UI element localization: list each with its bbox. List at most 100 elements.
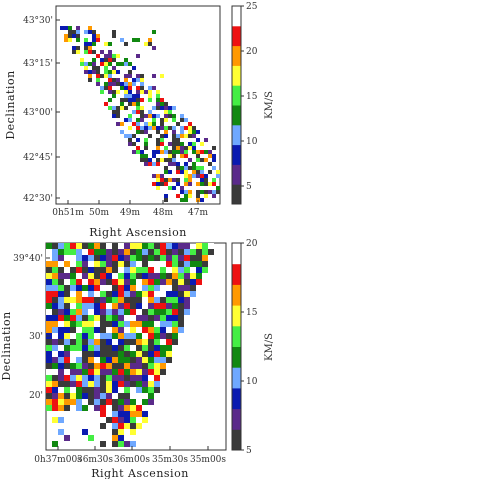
pixel <box>172 333 178 339</box>
pixel <box>82 429 88 435</box>
pixel <box>130 399 136 405</box>
pixel <box>188 142 192 146</box>
pixel <box>180 190 184 194</box>
pixel <box>130 321 136 327</box>
pixel <box>94 315 100 321</box>
pixel <box>58 255 64 261</box>
pixel <box>152 154 156 158</box>
pixel <box>82 279 88 285</box>
pixel <box>166 333 172 339</box>
pixel <box>80 62 84 66</box>
pixel <box>52 291 58 297</box>
pixel <box>176 194 180 198</box>
pixel <box>166 297 172 303</box>
pixel <box>180 198 184 202</box>
pixel <box>172 106 176 110</box>
pixel <box>184 273 190 279</box>
colorbar-frame <box>231 5 242 205</box>
pixel <box>112 369 118 375</box>
pixel <box>156 106 160 110</box>
pixel <box>136 78 140 82</box>
pixel <box>52 303 58 309</box>
colorbar-tick-label: 10 <box>246 377 258 387</box>
pixel <box>140 98 144 102</box>
pixel <box>130 279 136 285</box>
pixel <box>208 170 212 174</box>
pixel <box>132 122 136 126</box>
pixel <box>46 369 52 375</box>
pixel <box>70 243 76 249</box>
pixel <box>88 279 94 285</box>
pixel <box>100 261 106 267</box>
pixel <box>130 363 136 369</box>
pixel <box>120 82 124 86</box>
pixel <box>200 154 204 158</box>
pixel <box>64 285 70 291</box>
pixel <box>106 255 112 261</box>
pixel <box>94 387 100 393</box>
pixel <box>124 393 130 399</box>
pixel <box>160 249 166 255</box>
pixel <box>124 333 130 339</box>
pixel <box>166 285 172 291</box>
pixel <box>128 142 132 146</box>
pixel <box>148 38 152 42</box>
pixel <box>106 279 112 285</box>
pixel <box>94 285 100 291</box>
pixel <box>52 339 58 345</box>
pixel <box>100 345 106 351</box>
pixel <box>116 114 120 118</box>
pixel <box>204 174 208 178</box>
pixel <box>136 118 140 122</box>
pixel <box>176 138 180 142</box>
pixel <box>164 130 168 134</box>
pixel <box>160 369 166 375</box>
pixel <box>124 423 130 429</box>
pixel <box>132 78 136 82</box>
pixel <box>130 441 136 447</box>
pixel <box>172 130 176 134</box>
pixel <box>136 411 142 417</box>
pixel <box>154 315 160 321</box>
pixel <box>178 291 184 297</box>
pixel <box>164 166 168 170</box>
pixel <box>190 285 196 291</box>
pixel <box>180 130 184 134</box>
pixel <box>128 106 132 110</box>
pixel <box>112 309 118 315</box>
pixel <box>136 249 142 255</box>
pixel <box>136 90 140 94</box>
pixel <box>154 381 160 387</box>
pixel <box>166 309 172 315</box>
pixel <box>80 58 84 62</box>
pixel <box>124 387 130 393</box>
pixel <box>152 182 156 186</box>
pixel <box>196 273 202 279</box>
pixel <box>168 142 172 146</box>
pixel <box>64 34 68 38</box>
pixel <box>160 126 164 130</box>
pixel <box>100 333 106 339</box>
pixel <box>190 297 196 303</box>
pixel <box>70 339 76 345</box>
pixel <box>108 54 112 58</box>
pixel <box>46 303 52 309</box>
pixel <box>140 114 144 118</box>
pixel <box>72 30 76 34</box>
pixel <box>136 279 142 285</box>
y-tick-label: 42°45' <box>23 153 53 163</box>
pixel <box>46 363 52 369</box>
pixel <box>142 369 148 375</box>
pixel <box>70 327 76 333</box>
pixel <box>88 62 92 66</box>
colorbar-segment <box>232 65 241 86</box>
pixel <box>112 66 116 70</box>
pixel <box>142 351 148 357</box>
pixel <box>112 70 116 74</box>
pixel <box>64 261 70 267</box>
pixel <box>112 429 118 435</box>
pixel <box>144 118 148 122</box>
pixel <box>164 178 168 182</box>
pixel <box>106 351 112 357</box>
